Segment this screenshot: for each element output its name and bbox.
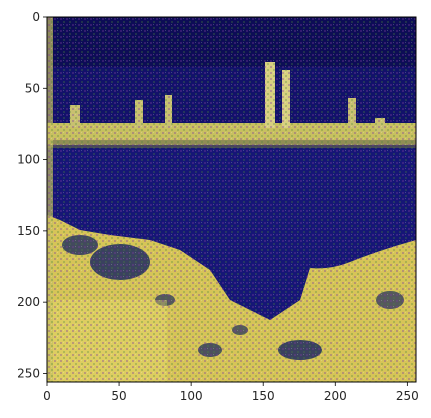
y-tick-label: 0 bbox=[32, 10, 40, 24]
y-tick-label: 100 bbox=[17, 153, 40, 167]
texture-overlay bbox=[47, 17, 416, 382]
x-tick-label: 0 bbox=[43, 389, 51, 403]
y-tick-label: 250 bbox=[17, 366, 40, 380]
image-area bbox=[47, 17, 416, 382]
x-tick-label: 100 bbox=[180, 389, 203, 403]
y-axis: 0 50 100 150 200 250 bbox=[17, 10, 47, 380]
y-tick-label: 50 bbox=[25, 81, 40, 95]
y-tick-label: 200 bbox=[17, 295, 40, 309]
x-tick-label: 50 bbox=[111, 389, 126, 403]
x-tick-label: 200 bbox=[324, 389, 347, 403]
x-tick-label: 250 bbox=[396, 389, 419, 403]
y-tick-label: 150 bbox=[17, 224, 40, 238]
x-tick-label: 150 bbox=[252, 389, 275, 403]
x-axis: 0 50 100 150 200 250 bbox=[43, 382, 419, 403]
axes-frame bbox=[46, 16, 417, 383]
